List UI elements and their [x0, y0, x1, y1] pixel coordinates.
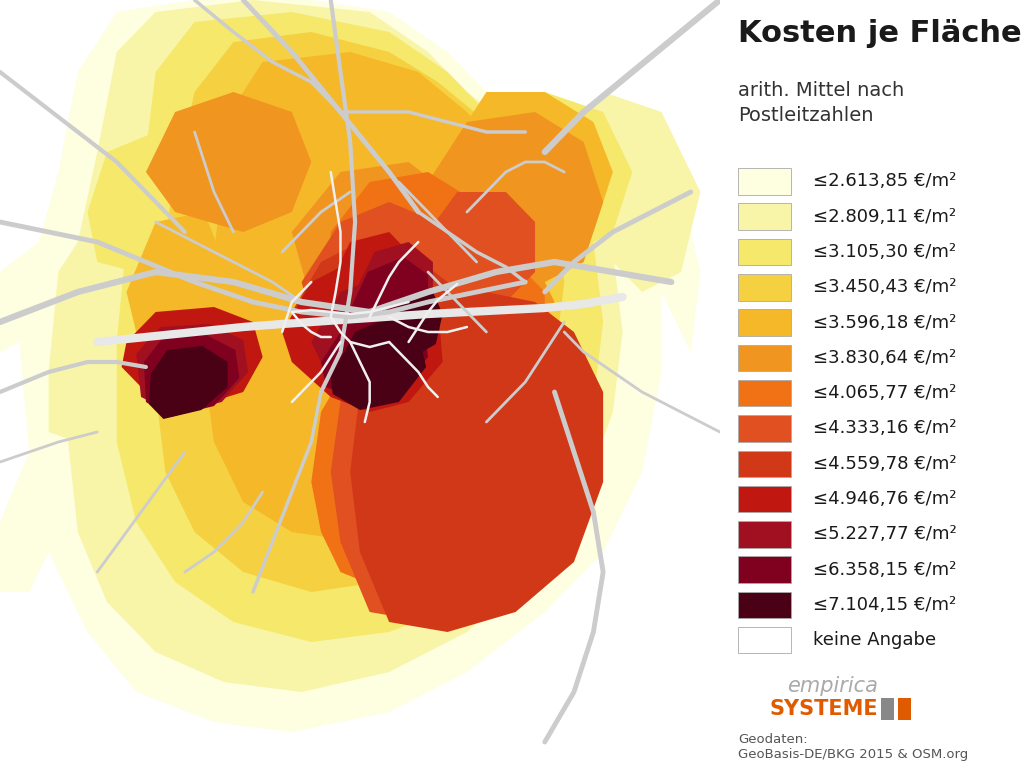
Text: empirica: empirica	[787, 676, 878, 696]
Polygon shape	[506, 92, 633, 252]
Polygon shape	[136, 324, 248, 414]
Polygon shape	[127, 212, 223, 352]
Text: ≤3.105,30 €/m²: ≤3.105,30 €/m²	[813, 243, 955, 261]
FancyBboxPatch shape	[738, 204, 792, 230]
Text: Kosten je Fläche: Kosten je Fläche	[738, 19, 1022, 49]
FancyBboxPatch shape	[881, 698, 894, 720]
Polygon shape	[148, 346, 227, 419]
Polygon shape	[345, 257, 428, 332]
Polygon shape	[350, 242, 433, 324]
Text: ≤6.358,15 €/m²: ≤6.358,15 €/m²	[813, 560, 956, 579]
Polygon shape	[428, 192, 535, 302]
Text: ≤3.596,18 €/m²: ≤3.596,18 €/m²	[813, 313, 956, 332]
Text: ≤7.104,15 €/m²: ≤7.104,15 €/m²	[813, 596, 955, 614]
FancyBboxPatch shape	[738, 591, 792, 618]
Polygon shape	[292, 162, 447, 322]
Polygon shape	[144, 334, 240, 417]
Polygon shape	[331, 232, 418, 322]
FancyBboxPatch shape	[738, 415, 792, 442]
Text: ≤3.830,64 €/m²: ≤3.830,64 €/m²	[813, 349, 955, 367]
Polygon shape	[283, 262, 442, 412]
Polygon shape	[447, 92, 612, 252]
Polygon shape	[603, 152, 700, 352]
Polygon shape	[156, 32, 564, 592]
Polygon shape	[0, 452, 49, 592]
Text: keine Angabe: keine Angabe	[813, 631, 936, 649]
Polygon shape	[88, 132, 175, 272]
FancyBboxPatch shape	[738, 627, 792, 653]
Polygon shape	[467, 252, 555, 342]
Text: ≤4.946,76 €/m²: ≤4.946,76 €/m²	[813, 490, 956, 508]
FancyBboxPatch shape	[898, 698, 910, 720]
Text: ≤2.613,85 €/m²: ≤2.613,85 €/m²	[813, 172, 956, 191]
FancyBboxPatch shape	[738, 451, 792, 477]
FancyBboxPatch shape	[738, 557, 792, 583]
FancyBboxPatch shape	[738, 344, 792, 371]
Polygon shape	[311, 322, 545, 592]
FancyBboxPatch shape	[738, 168, 792, 195]
Polygon shape	[331, 317, 426, 410]
Text: ≤4.559,78 €/m²: ≤4.559,78 €/m²	[813, 455, 956, 472]
Polygon shape	[564, 92, 700, 292]
Text: ≤3.450,43 €/m²: ≤3.450,43 €/m²	[813, 278, 956, 296]
Polygon shape	[68, 0, 623, 692]
Polygon shape	[486, 92, 603, 242]
Text: Geodaten:
GeoBasis-DE/BKG 2015 & OSM.org: Geodaten: GeoBasis-DE/BKG 2015 & OSM.org	[738, 733, 969, 761]
FancyBboxPatch shape	[738, 380, 792, 406]
Polygon shape	[117, 12, 603, 642]
Polygon shape	[19, 0, 662, 732]
Text: ≤4.333,16 €/m²: ≤4.333,16 €/m²	[813, 419, 956, 438]
Polygon shape	[122, 307, 262, 407]
Polygon shape	[49, 242, 97, 442]
Polygon shape	[311, 277, 433, 390]
Polygon shape	[0, 242, 39, 352]
Polygon shape	[428, 112, 603, 282]
Polygon shape	[311, 142, 447, 302]
Text: ≤5.227,77 €/m²: ≤5.227,77 €/m²	[813, 525, 956, 543]
Polygon shape	[145, 92, 311, 232]
FancyBboxPatch shape	[738, 521, 792, 547]
Text: ≤4.065,77 €/m²: ≤4.065,77 €/m²	[813, 384, 956, 402]
FancyBboxPatch shape	[738, 486, 792, 513]
Text: SYSTEME: SYSTEME	[769, 699, 878, 719]
Polygon shape	[438, 262, 545, 392]
Polygon shape	[331, 172, 496, 372]
Polygon shape	[331, 312, 584, 622]
FancyBboxPatch shape	[738, 274, 792, 300]
Polygon shape	[301, 202, 467, 402]
Polygon shape	[381, 292, 442, 360]
Polygon shape	[205, 52, 545, 542]
Text: ≤2.809,11 €/m²: ≤2.809,11 €/m²	[813, 208, 955, 225]
Polygon shape	[322, 302, 428, 400]
Polygon shape	[292, 242, 447, 392]
FancyBboxPatch shape	[738, 239, 792, 266]
FancyBboxPatch shape	[738, 310, 792, 336]
Polygon shape	[447, 302, 555, 432]
Polygon shape	[350, 292, 603, 632]
Text: arith. Mittel nach
Postleitzahlen: arith. Mittel nach Postleitzahlen	[738, 81, 904, 125]
